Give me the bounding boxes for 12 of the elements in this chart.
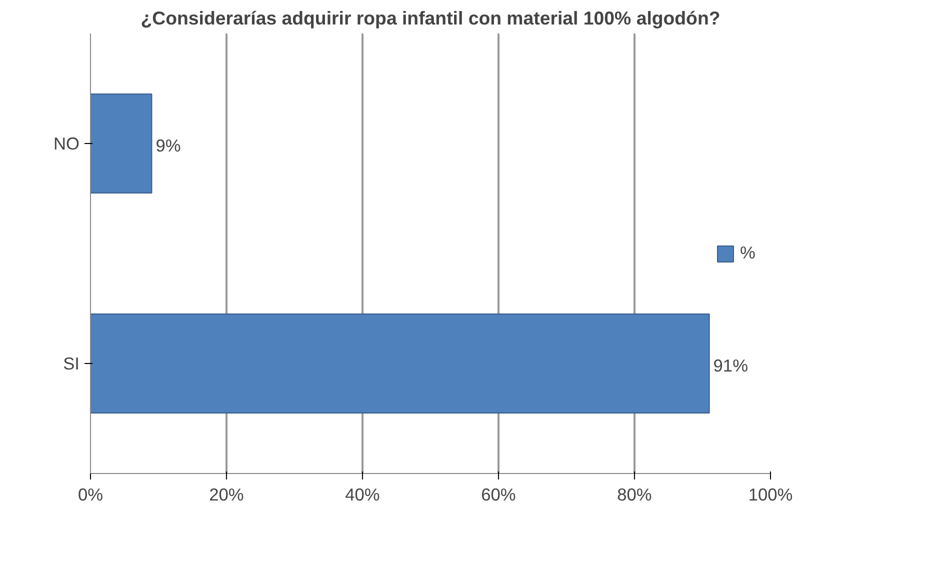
x-tick-label: 40% <box>345 484 380 504</box>
x-tick-label: 0% <box>78 484 104 504</box>
x-tick-label: 100% <box>748 484 793 504</box>
x-tick-label: 20% <box>209 484 244 504</box>
chart-title: ¿Considerarías adquirir ropa infantil con material 100% algodón? <box>140 8 720 28</box>
x-tick-label: 80% <box>617 484 652 504</box>
y-tick-label: SI <box>63 354 80 374</box>
y-tick-label: NO <box>54 134 80 154</box>
legend-label: % <box>740 242 756 264</box>
x-tick-label: 60% <box>481 484 516 504</box>
data-label: 91% <box>713 356 748 376</box>
data-label: 9% <box>156 136 181 156</box>
